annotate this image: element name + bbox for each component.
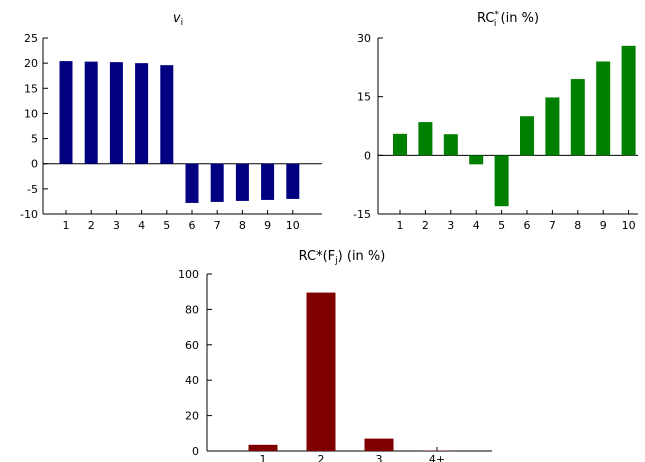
y-tick-label: 0 <box>364 149 371 162</box>
x-tick-label: 6 <box>189 219 196 232</box>
chart-rc-fj: RC*(Fj) (in %) 0 20 40 60 80 100 1 2 3 4+ <box>178 249 492 462</box>
bar-series <box>248 292 452 451</box>
y-axis: 0 20 40 60 80 100 <box>178 268 212 458</box>
x-tick-label: 4+ <box>429 453 445 462</box>
bar <box>545 97 560 156</box>
bar <box>306 292 336 451</box>
y-tick-label: 10 <box>24 107 38 120</box>
x-tick-label: 8 <box>239 219 246 232</box>
y-tick-label: -5 <box>27 183 38 196</box>
bar <box>520 116 534 156</box>
chart-v-i: vi -10 -5 0 5 10 15 20 25 1 2 3 4 5 6 7 8 9 10 <box>20 11 322 232</box>
bar <box>210 163 224 202</box>
bar <box>84 61 98 164</box>
x-axis: 1 2 3 4 5 6 7 8 9 10 <box>43 163 322 232</box>
x-tick-label: 2 <box>318 453 325 462</box>
x-tick-label: 3 <box>113 219 120 232</box>
x-tick-label: 1 <box>397 219 404 232</box>
bar <box>364 438 394 451</box>
y-tick-label: 40 <box>185 374 199 387</box>
bar <box>621 45 636 156</box>
x-tick-label: 7 <box>549 219 556 232</box>
x-tick-label: 8 <box>574 219 581 232</box>
y-tick-label: -15 <box>353 208 371 221</box>
bar <box>570 79 585 156</box>
y-tick-label: 100 <box>178 268 199 281</box>
y-tick-label: 0 <box>31 158 38 171</box>
x-tick-label: 1 <box>63 219 70 232</box>
x-tick-label: 7 <box>214 219 221 232</box>
x-tick-label: 6 <box>524 219 531 232</box>
bar <box>248 444 278 451</box>
y-tick-label: 20 <box>24 57 38 70</box>
x-tick-label: 1 <box>260 453 267 462</box>
bar <box>135 63 149 164</box>
y-tick-label: 60 <box>185 339 199 352</box>
bar-series <box>59 61 300 203</box>
x-tick-label: 4 <box>138 219 145 232</box>
x-tick-label: 9 <box>264 219 271 232</box>
bar <box>261 163 275 200</box>
y-tick-label: 30 <box>357 32 371 45</box>
x-tick-label: 5 <box>163 219 170 232</box>
bar <box>596 61 611 156</box>
y-tick-label: 15 <box>24 82 38 95</box>
bar <box>59 61 73 164</box>
x-tick-label: 10 <box>622 219 636 232</box>
x-tick-label: 2 <box>422 219 429 232</box>
x-tick-label: 5 <box>498 219 505 232</box>
chart-title-v-i: vi <box>173 11 183 28</box>
y-axis: -10 -5 0 5 10 15 20 25 <box>20 32 48 221</box>
bar <box>494 155 509 207</box>
y-axis: -15 0 15 30 <box>353 32 383 221</box>
x-tick-label: 2 <box>88 219 95 232</box>
y-tick-label: 5 <box>31 133 38 146</box>
x-tick-label: 10 <box>286 219 300 232</box>
bar <box>286 163 300 199</box>
bar <box>109 62 123 164</box>
bar-series <box>393 45 636 207</box>
chart-title-rc-i: RC* i (in %) <box>477 10 539 29</box>
chart-title-rc-fj: RC*(Fj) (in %) <box>299 249 386 266</box>
y-tick-label: 20 <box>185 410 199 423</box>
bar <box>185 163 199 203</box>
y-tick-label: 0 <box>192 445 199 458</box>
y-tick-label: 80 <box>185 303 199 316</box>
x-tick-label: 3 <box>376 453 383 462</box>
bar <box>418 122 433 156</box>
y-tick-label: 25 <box>24 32 38 45</box>
bar <box>469 155 484 165</box>
bar <box>235 163 249 201</box>
x-tick-label: 9 <box>600 219 607 232</box>
x-tick-label: 3 <box>447 219 454 232</box>
bar <box>160 65 174 164</box>
chart-rc-i: RC* i (in %) -15 0 15 30 1 2 3 4 5 6 7 8 9 10 <box>353 10 638 232</box>
y-tick-label: 15 <box>357 91 371 104</box>
y-tick-label: -10 <box>20 208 38 221</box>
bar <box>443 134 458 156</box>
bar <box>393 133 407 156</box>
x-tick-label: 4 <box>473 219 480 232</box>
